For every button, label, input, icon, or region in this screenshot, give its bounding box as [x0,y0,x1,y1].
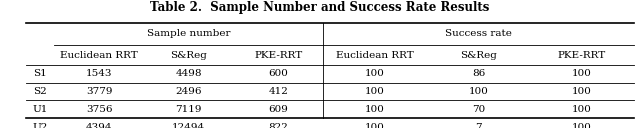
Text: 86: 86 [472,69,485,78]
Text: 100: 100 [365,105,385,114]
Text: Euclidean RRT: Euclidean RRT [60,51,138,60]
Text: 4498: 4498 [175,69,202,78]
Text: S1: S1 [33,69,47,78]
Text: 2496: 2496 [175,87,202,96]
Text: PKE-RRT: PKE-RRT [557,51,606,60]
Text: 7119: 7119 [175,105,202,114]
Text: 12494: 12494 [172,123,205,128]
Text: 100: 100 [468,87,488,96]
Text: 100: 100 [365,69,385,78]
Text: 100: 100 [365,87,385,96]
Text: 7: 7 [475,123,482,128]
Text: Success rate: Success rate [445,29,512,38]
Text: 100: 100 [572,105,592,114]
Text: 4394: 4394 [86,123,113,128]
Text: S2: S2 [33,87,47,96]
Text: U2: U2 [32,123,48,128]
Text: 3756: 3756 [86,105,113,114]
Text: 1543: 1543 [86,69,113,78]
Text: 600: 600 [268,69,289,78]
Text: 3779: 3779 [86,87,113,96]
Text: 70: 70 [472,105,485,114]
Text: PKE-RRT: PKE-RRT [254,51,303,60]
Text: U1: U1 [32,105,48,114]
Text: S&Reg: S&Reg [460,51,497,60]
Text: 100: 100 [572,69,592,78]
Text: Sample number: Sample number [147,29,230,38]
Text: 609: 609 [268,105,289,114]
Text: 822: 822 [268,123,289,128]
Text: 100: 100 [365,123,385,128]
Text: Table 2.  Sample Number and Success Rate Results: Table 2. Sample Number and Success Rate … [150,1,490,14]
Text: 100: 100 [572,87,592,96]
Text: 412: 412 [268,87,289,96]
Text: Euclidean RRT: Euclidean RRT [336,51,414,60]
Text: S&Reg: S&Reg [170,51,207,60]
Text: 100: 100 [572,123,592,128]
